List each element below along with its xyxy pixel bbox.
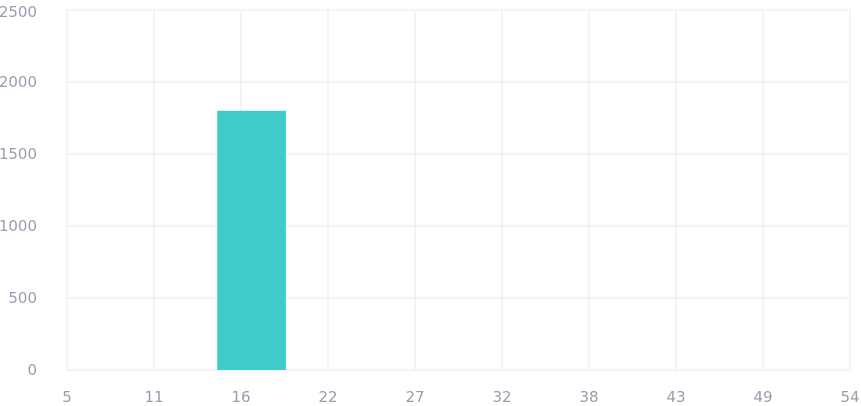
x-tick-label: 22 (318, 388, 337, 406)
y-tick-label: 2000 (0, 73, 37, 91)
bars (217, 110, 286, 371)
x-tick-label: 16 (231, 388, 250, 406)
x-tick-label: 49 (753, 388, 772, 406)
vertical-grid-lines (66, 10, 851, 370)
x-tick-label: 54 (840, 388, 859, 406)
y-tick-label: 1500 (0, 145, 37, 163)
x-tick-label: 32 (492, 388, 511, 406)
y-axis-tick-labels: 0 500 1000 1500 2000 2500 (0, 3, 37, 379)
x-tick-label: 43 (666, 388, 685, 406)
horizontal-grid-lines (67, 9, 850, 371)
bar (217, 110, 286, 371)
x-tick-label: 11 (144, 388, 163, 406)
y-tick-label: 0 (27, 361, 37, 379)
y-tick-label: 2500 (0, 3, 37, 21)
x-tick-label: 38 (579, 388, 598, 406)
x-tick-label: 5 (62, 388, 72, 406)
y-tick-label: 500 (8, 289, 37, 307)
y-tick-label: 1000 (0, 217, 37, 235)
x-tick-label: 27 (405, 388, 424, 406)
x-axis-tick-labels: 5 11 16 22 27 32 38 43 49 54 (62, 388, 859, 406)
